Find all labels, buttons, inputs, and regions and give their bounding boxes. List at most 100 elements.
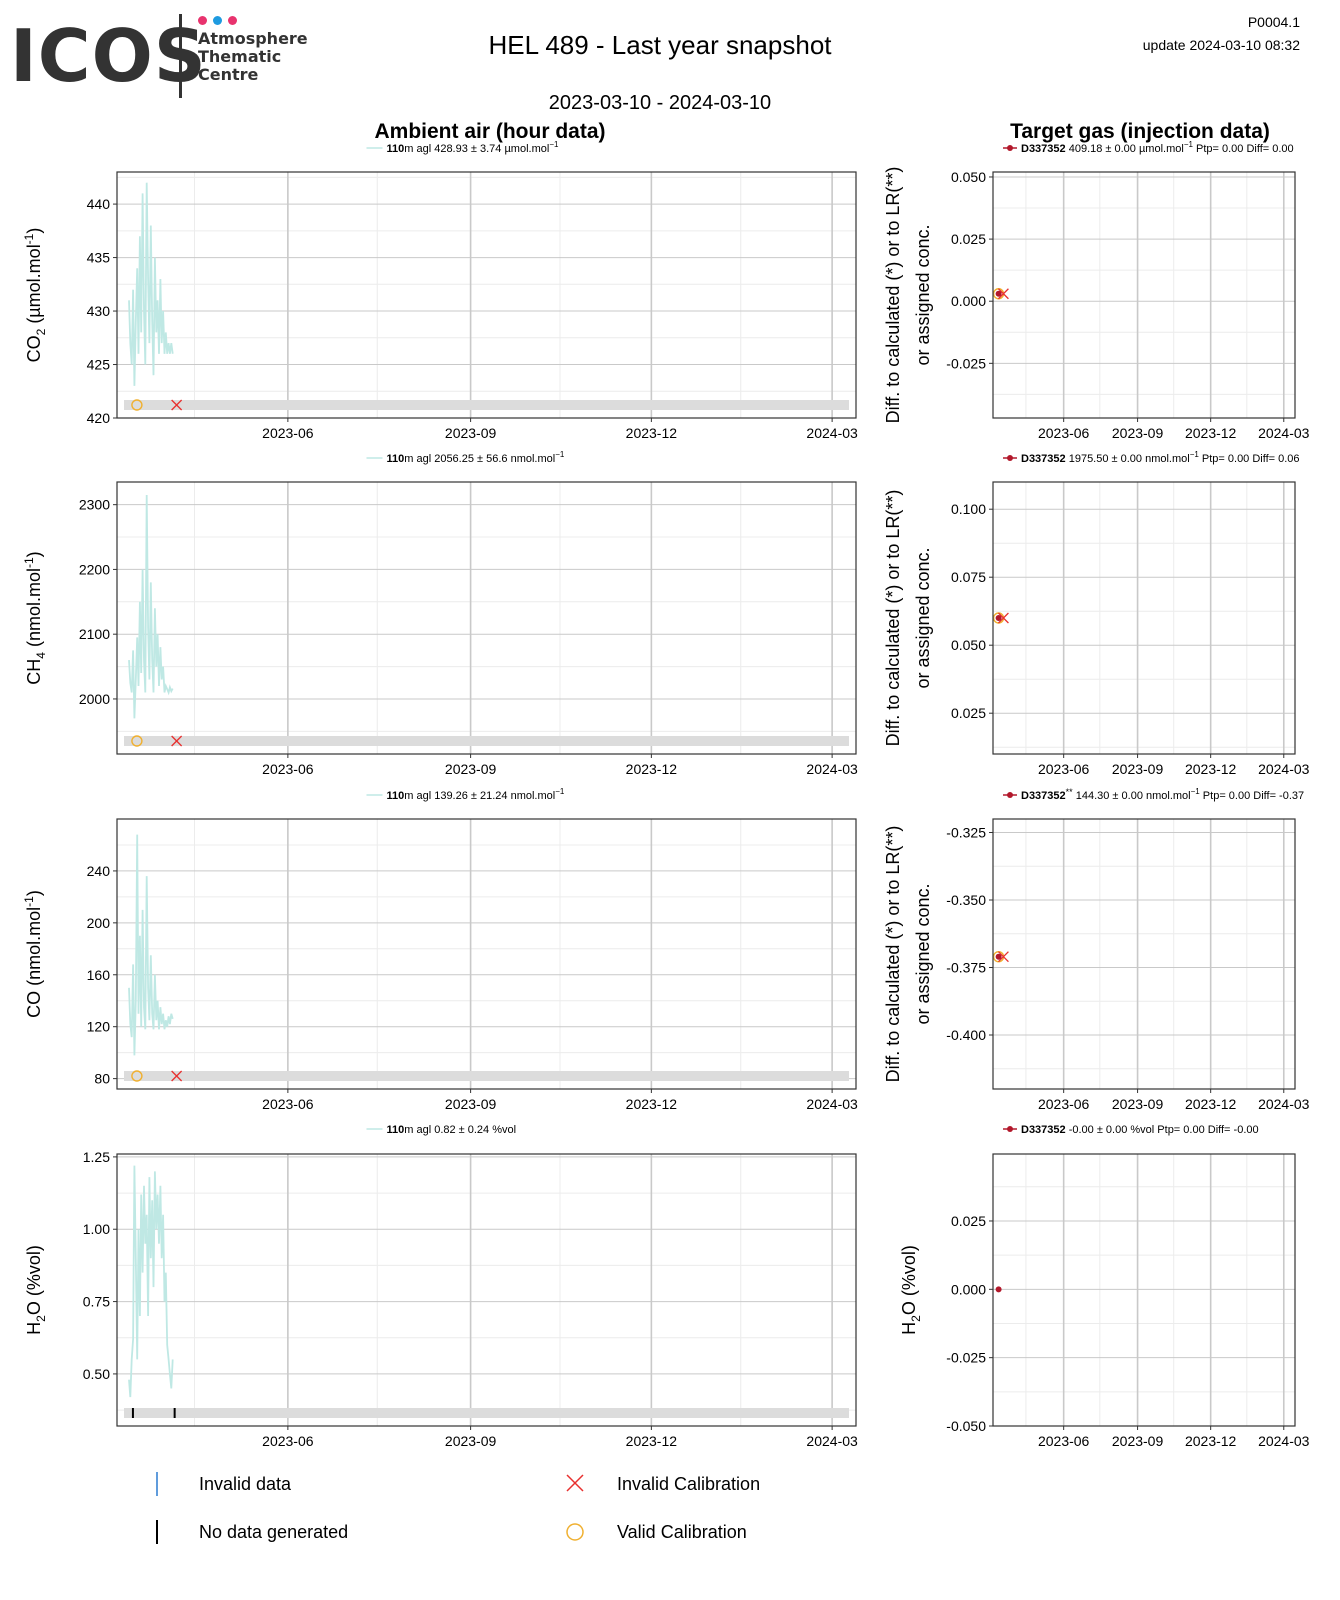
ambient-series-line (128, 1165, 174, 1398)
legend-point-key (1007, 455, 1013, 461)
x-tick-label: 2023-06 (1038, 761, 1090, 777)
y-axis-label: H2O (%vol) (899, 1245, 923, 1335)
plot-frame (992, 171, 1296, 419)
y-tick-label: 2200 (79, 561, 110, 577)
y-tick-label: -0.025 (946, 1350, 986, 1366)
y-tick-label: 0.000 (951, 1281, 986, 1297)
series-legend: 110m agl 2056.25 ± 56.6 nmol.mol−1 (387, 450, 565, 465)
legend-point-key (1007, 1126, 1013, 1132)
y-tick-label: 0.000 (951, 293, 986, 309)
logo-sub-line: Thematic (198, 47, 282, 66)
series-legend: D337352** 144.30 ± 0.00 nmol.mol−1 Ptp= … (1021, 787, 1304, 802)
icos-logo: ICOS (10, 14, 207, 98)
logo-sub-line: Atmosphere (198, 29, 308, 48)
status-band (124, 736, 849, 746)
product-code: P0004.1 (1247, 14, 1300, 30)
series-legend: D337352 -0.00 ± 0.00 %vol Ptp= 0.00 Diff… (1021, 1124, 1259, 1136)
x-tick-label: 2023-09 (1112, 1096, 1164, 1112)
y-tick-label: 0.025 (951, 705, 986, 721)
invalid-calibration-marker (997, 288, 1009, 300)
bottom-legend: Invalid data Invalid Calibration No data… (156, 1472, 760, 1544)
y-axis-label: CO (nmol.mol-1) (22, 890, 44, 1018)
y-tick-label: -0.375 (946, 960, 986, 976)
invalid-calibration-marker (997, 612, 1009, 624)
plot-frame (992, 1153, 1296, 1427)
y-tick-label: 430 (87, 303, 111, 319)
y-axis-label: H2O (%vol) (24, 1245, 48, 1335)
logo-dot (198, 16, 207, 25)
plot-frame (992, 481, 1296, 755)
series-legend: 110m agl 139.26 ± 21.24 nmol.mol−1 (387, 787, 565, 802)
y-tick-label: 0.50 (83, 1366, 110, 1382)
valid-calibration-marker (131, 735, 143, 747)
target-section-title: Target gas (injection data) (1010, 120, 1270, 143)
status-band (124, 1408, 849, 1418)
target-point (995, 615, 1002, 621)
legend-no-data-label: No data generated (199, 1522, 348, 1542)
x-tick-label: 2023-09 (445, 1433, 497, 1449)
y-tick-label: 240 (87, 863, 111, 879)
x-tick-label: 2024-03 (806, 761, 858, 777)
target-point (995, 953, 1002, 960)
valid-calibration-marker (131, 399, 143, 411)
y-tick-label: 0.75 (83, 1294, 110, 1310)
invalid-calibration-marker (566, 1474, 584, 1492)
date-range: 2023-03-10 - 2024-03-10 (548, 92, 772, 114)
x-tick-label: 2023-06 (262, 425, 314, 441)
y-tick-label: 2300 (79, 497, 110, 513)
y-tick-label: 2000 (79, 691, 110, 707)
target-ch4-panel: 2023-06 2023-09 2023-12 2024-03 0.025 0.050 0.… (883, 450, 1310, 777)
x-tick-label: 2023-06 (262, 761, 314, 777)
logo-dot (213, 16, 222, 25)
x-tick-label: 2023-06 (262, 1096, 314, 1112)
plot-frame (116, 818, 857, 1090)
x-tick-label: 2023-09 (445, 1096, 497, 1112)
x-tick-label: 2024-03 (1258, 1433, 1310, 1449)
target-point (995, 1286, 1002, 1293)
x-tick-label: 2024-03 (806, 1433, 858, 1449)
ambient-co-panel: 2023-06 2023-09 2023-12 2024-03 80 120 160 200 2… (22, 787, 858, 1112)
update-timestamp: update 2024-03-10 08:32 (1142, 37, 1300, 53)
logo-divider (179, 14, 182, 98)
target-co-panel: 2023-06 2023-09 2023-12 2024-03 -0.400 -0.375… (883, 787, 1310, 1112)
x-tick-label: 2023-06 (1038, 1096, 1090, 1112)
ambient-series-line (128, 834, 174, 1056)
x-tick-label: 2023-06 (1038, 1433, 1090, 1449)
y-axis-label: Diff. to calculated (*) or to LR(**) (883, 490, 903, 747)
valid-calibration-marker (566, 1523, 584, 1541)
logo-dot (228, 16, 237, 25)
invalid-calibration-marker (171, 1070, 183, 1082)
plot-frame (116, 171, 857, 419)
invalid-calibration-marker (171, 735, 183, 747)
y-tick-label: -0.325 (946, 825, 986, 841)
y-tick-label: 0.025 (951, 1213, 986, 1229)
y-tick-label: 120 (87, 1019, 111, 1035)
x-tick-label: 2024-03 (806, 1096, 858, 1112)
y-tick-label: 160 (87, 967, 111, 983)
legend-point-key (1007, 145, 1013, 151)
y-axis-label: CH4 (nmol.mol-1) (22, 551, 48, 684)
invalid-calibration-marker (171, 399, 183, 411)
valid-calibration-marker (131, 1070, 143, 1082)
ambient-section-title: Ambient air (hour data) (374, 120, 606, 143)
y-axis-label: Diff. to calculated (*) or to LR(**) (883, 167, 903, 424)
target-co2-panel: 2023-06 2023-09 2023-12 2024-03 -0.025 0.000 0… (883, 140, 1310, 441)
target-point (995, 290, 1002, 297)
ambient-h2o-panel: 2023-06 2023-09 2023-12 2024-03 0.50 0.75 1.00… (24, 1124, 858, 1449)
plot-frame (992, 818, 1296, 1090)
series-legend: 110m agl 428.93 ± 3.74 µmol.mol−1 (387, 140, 559, 155)
legend-invalid-data-label: Invalid data (199, 1474, 292, 1494)
series-legend: 110m agl 0.82 ± 0.24 %vol (387, 1124, 517, 1136)
y-tick-label: 425 (87, 357, 111, 373)
y-axis-label: CO2 (µmol.mol-1) (22, 228, 48, 363)
y-tick-label: -0.400 (946, 1027, 986, 1043)
ambient-ch4-panel: 2023-06 2023-09 2023-12 2024-03 2000 2100 2200… (22, 450, 858, 777)
ambient-series-line (128, 494, 174, 719)
y-axis-label: or assigned conc. (913, 883, 933, 1024)
y-axis-label: Diff. to calculated (*) or to LR(**) (883, 826, 903, 1083)
legend-invalid-calibration-label: Invalid Calibration (617, 1474, 760, 1494)
logo-dots (198, 16, 237, 25)
x-tick-label: 2023-09 (1112, 425, 1164, 441)
x-tick-label: 2023-06 (262, 1433, 314, 1449)
x-tick-label: 2023-12 (1185, 1096, 1237, 1112)
